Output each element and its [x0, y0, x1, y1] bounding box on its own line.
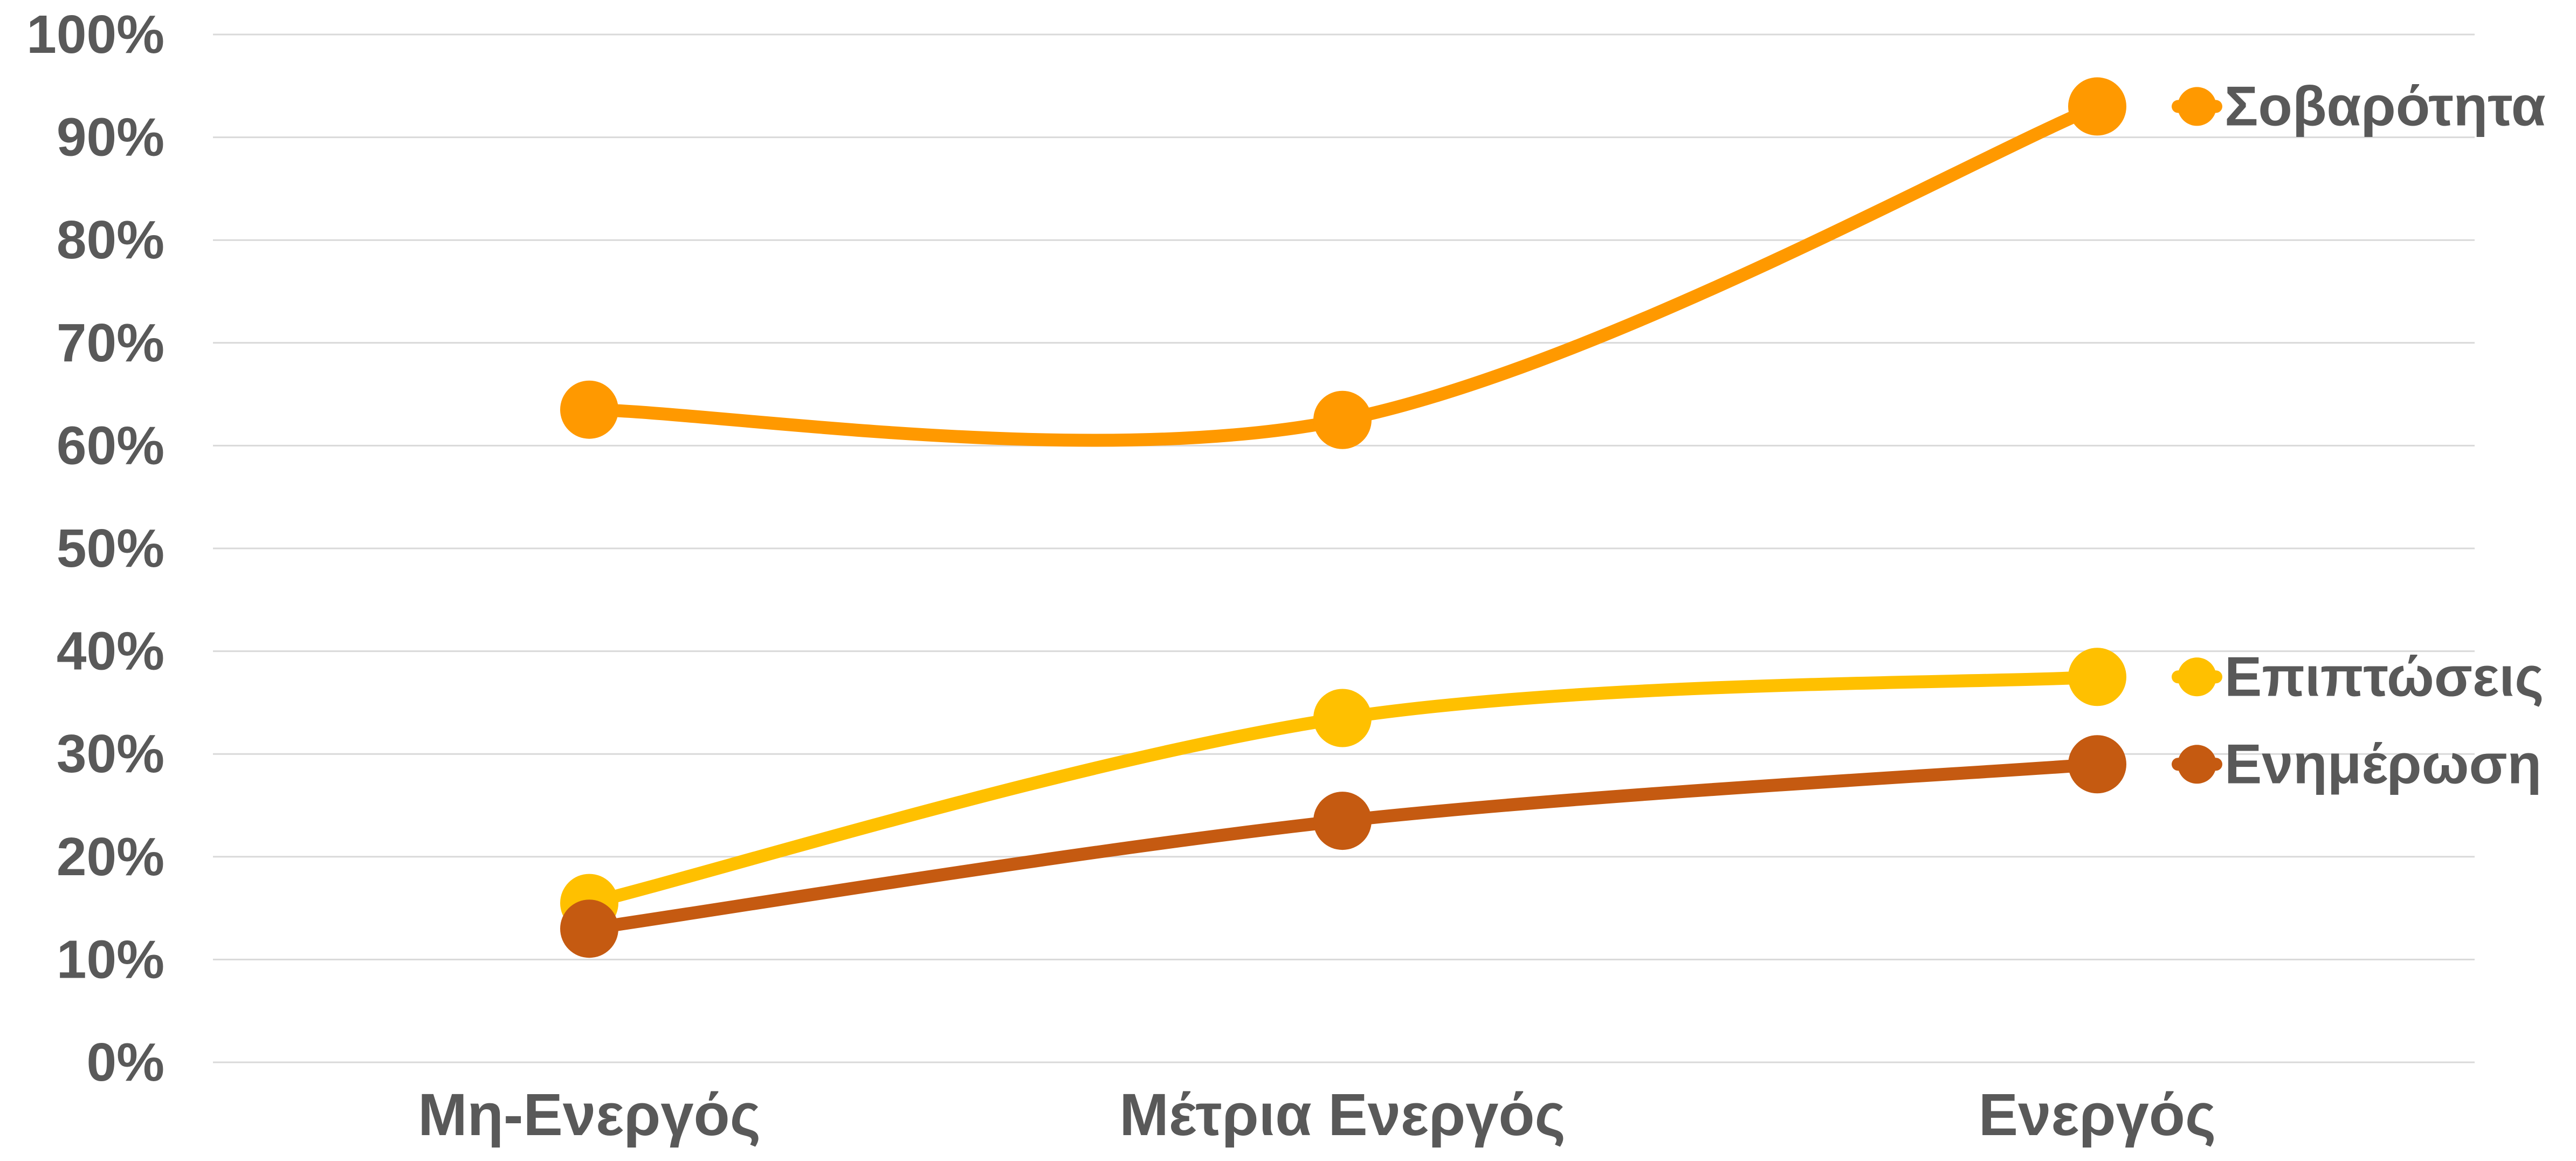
data-point-marker — [1313, 390, 1372, 449]
y-tick-label: 90% — [57, 107, 164, 168]
data-point-marker — [2068, 648, 2126, 706]
legend-marker-swatch — [2178, 657, 2216, 697]
x-axis-category-labels: Μη-Ενεργός Μέτρια Ενεργός Ενεργός — [418, 1082, 2216, 1148]
y-tick-label: 40% — [57, 621, 164, 682]
y-axis-tick-labels: 0% 10% 20% 30% 40% 50% 60% 70% 80% 90% 100% — [26, 4, 164, 1093]
y-tick-label: 10% — [57, 929, 164, 990]
data-point-marker — [1313, 689, 1372, 747]
legend-marker-swatch — [2178, 745, 2216, 784]
y-tick-label: 20% — [57, 827, 164, 887]
series-line — [583, 100, 2104, 447]
y-tick-label: 70% — [57, 313, 164, 373]
x-category-label: Ενεργός — [1979, 1082, 2216, 1148]
y-tick-label: 60% — [57, 415, 164, 476]
y-tick-label: 0% — [86, 1032, 164, 1093]
y-tick-label: 50% — [57, 518, 164, 579]
x-category-label: Μέτρια Ενεργός — [1119, 1082, 1566, 1148]
legend-marker-swatch — [2178, 87, 2216, 126]
y-tick-label: 30% — [57, 724, 164, 784]
x-category-label: Μη-Ενεργός — [418, 1082, 761, 1148]
series-name-label: Ενημέρωση — [2224, 733, 2541, 795]
y-tick-label: 80% — [57, 210, 164, 270]
data-point-marker — [560, 380, 618, 439]
gridlines — [213, 33, 2475, 1063]
series-markers — [560, 77, 2126, 958]
y-tick-label: 100% — [26, 4, 164, 65]
data-point-marker — [1313, 792, 1372, 850]
series-end-label: Επιπτώσεις — [2172, 645, 2544, 708]
series-end-labels: Σοβαρότητα Επιπτώσεις Ενημέρωση — [2172, 75, 2546, 795]
series-end-label: Σοβαρότητα — [2172, 75, 2546, 138]
series-end-label: Ενημέρωση — [2172, 733, 2541, 795]
data-point-marker — [560, 899, 618, 958]
series-name-label: Σοβαρότητα — [2224, 75, 2546, 138]
series-name-label: Επιπτώσεις — [2224, 645, 2544, 708]
data-point-marker — [2068, 77, 2126, 136]
data-point-marker — [2068, 735, 2126, 794]
